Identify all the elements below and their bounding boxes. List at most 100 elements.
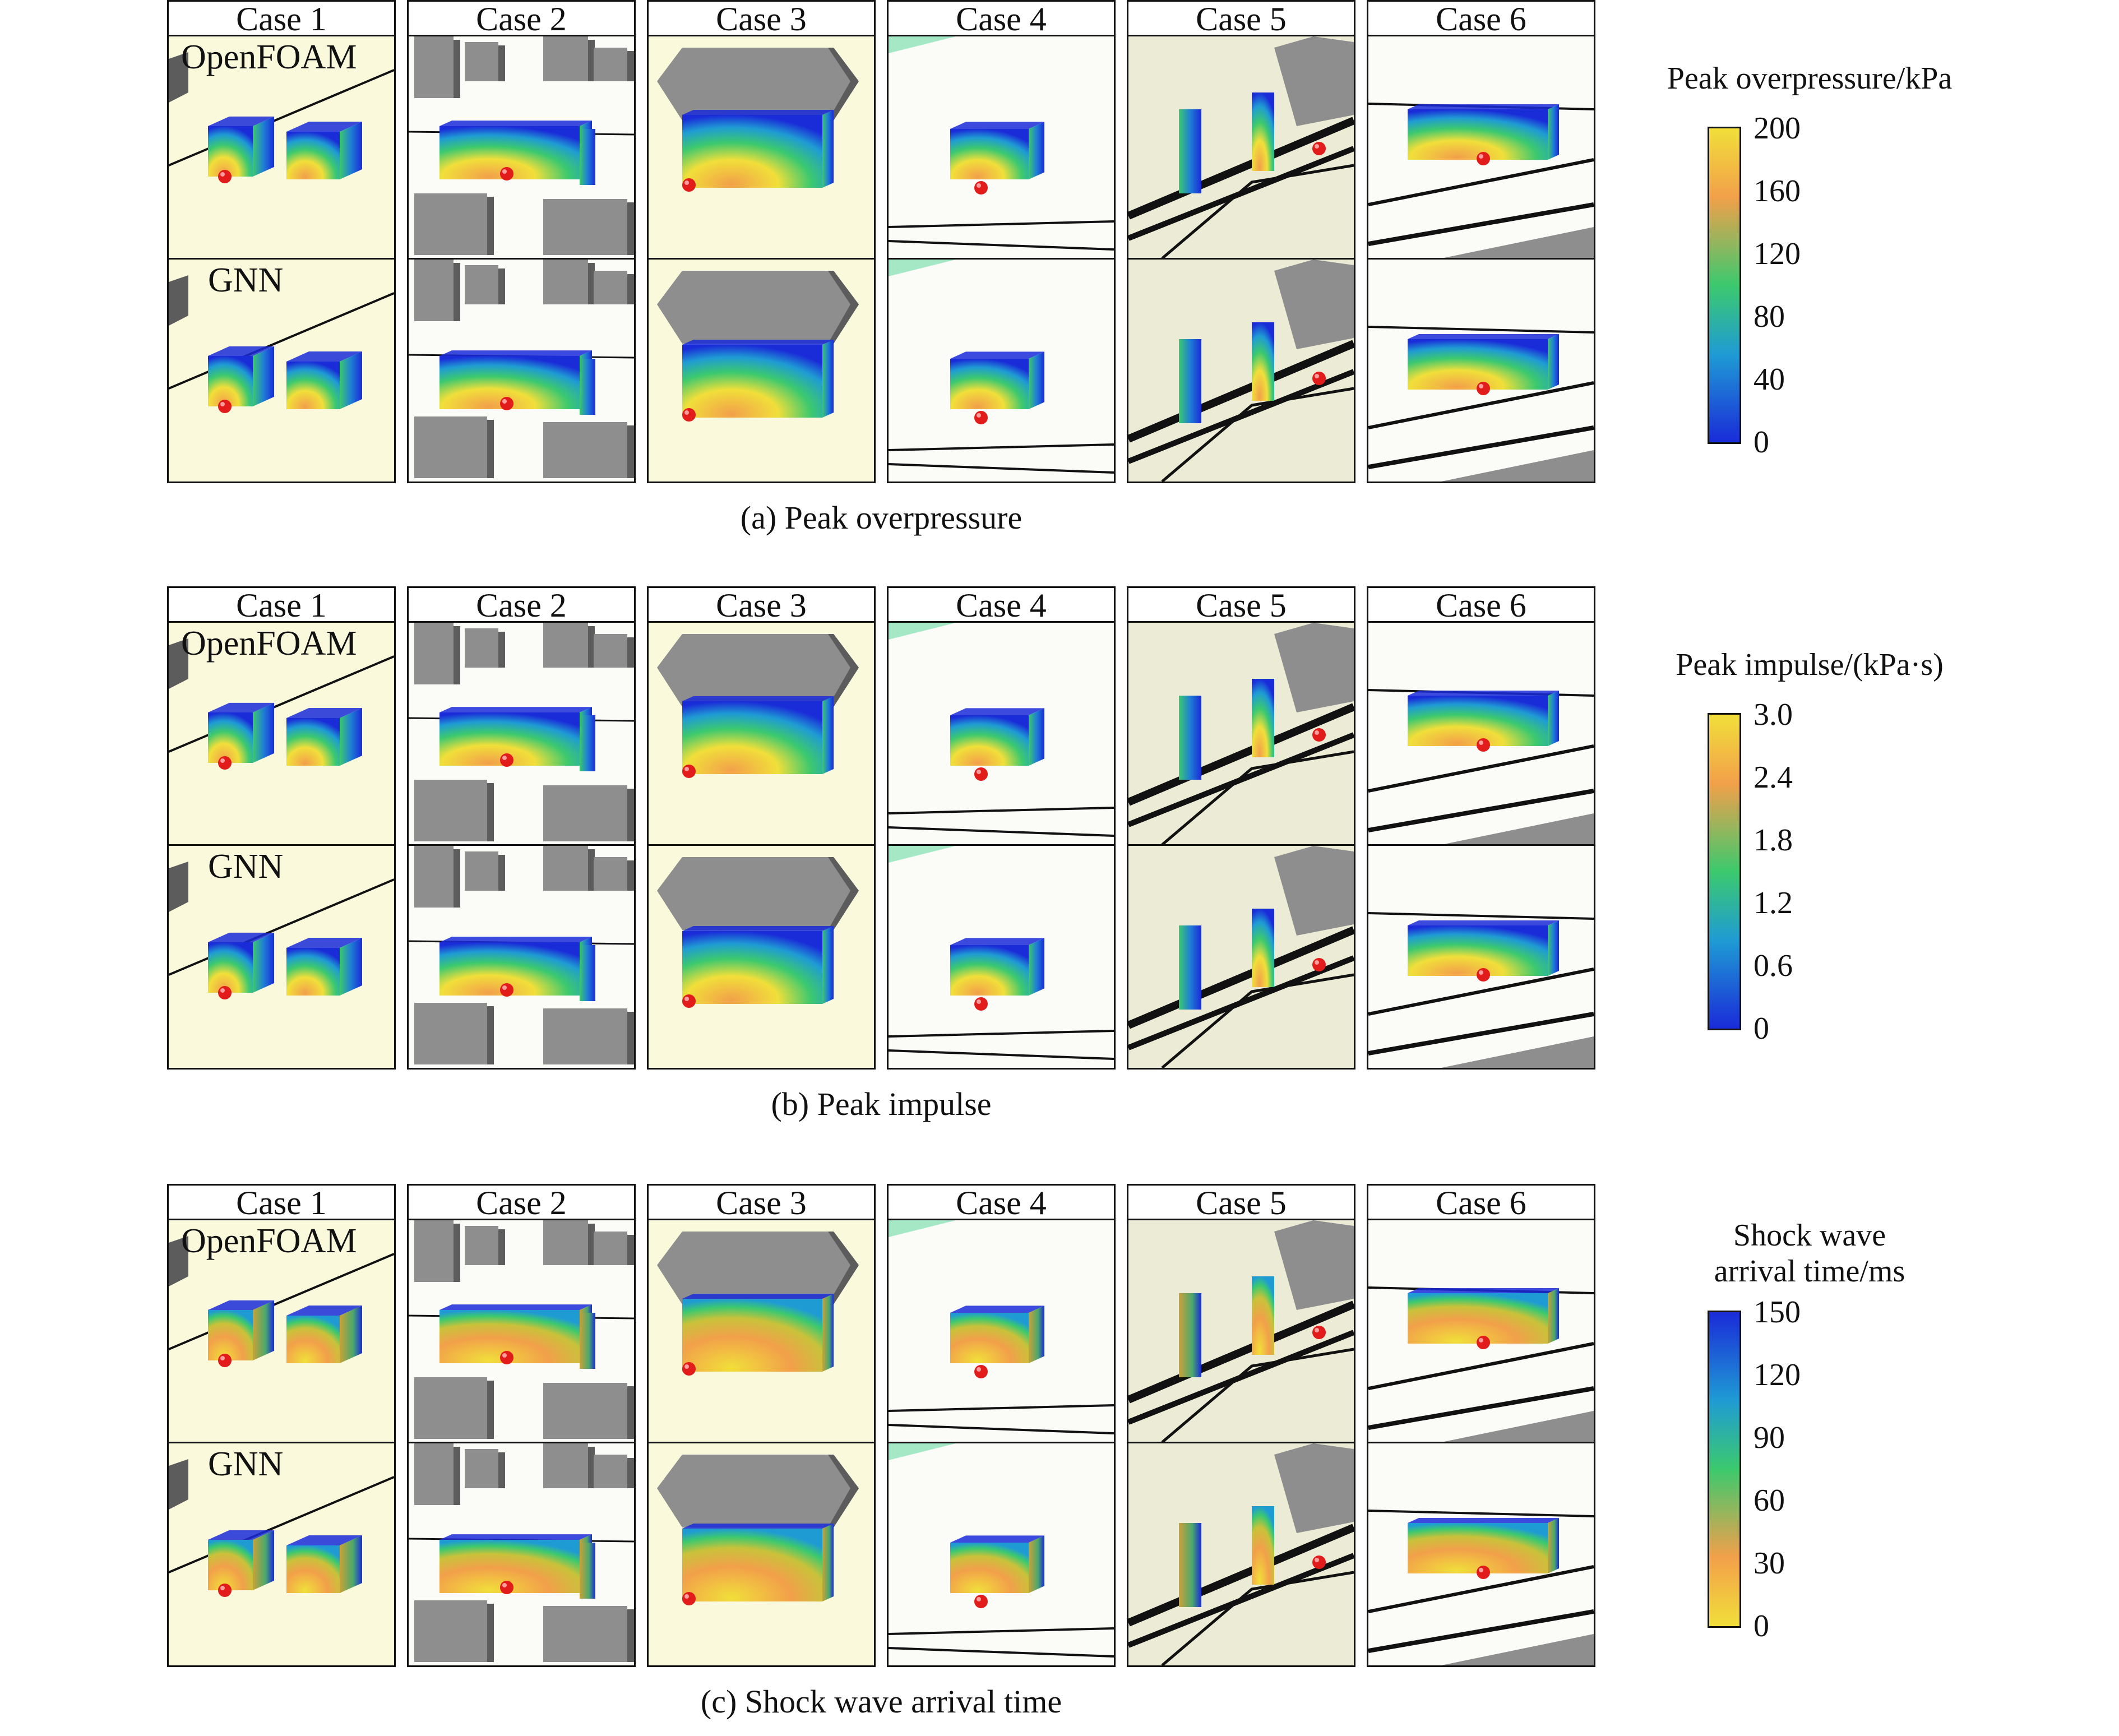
openfoam-result-case-6 xyxy=(1367,1219,1595,1444)
colorbar-ramp xyxy=(1709,128,1739,442)
gnn-result-case-6 xyxy=(1367,844,1595,1070)
gnn-result-case-2 xyxy=(407,844,636,1070)
colorbar-tick: 200 xyxy=(1754,111,1801,146)
case-header: Case 3 xyxy=(647,586,876,623)
openfoam-result-case-1: OpenFOAM xyxy=(167,621,396,846)
column-case-6: Case 6 xyxy=(1367,586,1597,1074)
case-header: Case 2 xyxy=(407,1184,636,1220)
row-label-openfoam: OpenFOAM xyxy=(181,624,357,663)
colorbar-tick: 1.2 xyxy=(1754,886,1793,920)
colorbar-tick: 0 xyxy=(1754,1011,1769,1046)
column-case-2: Case 2 xyxy=(407,1184,637,1672)
column-case-2: Case 2 xyxy=(407,0,637,488)
gnn-result-case-5 xyxy=(1127,258,1355,483)
gnn-result-case-6 xyxy=(1367,258,1595,483)
case-header: Case 6 xyxy=(1367,1184,1595,1220)
colorbar-title: Peak impulse/(kPa·s) xyxy=(1676,647,1944,682)
openfoam-result-case-3 xyxy=(647,35,876,260)
case-grid: Case 1 OpenFOAM GNN Case 2 Case 3 Case 4… xyxy=(167,0,1595,488)
column-case-3: Case 3 xyxy=(647,0,877,488)
row-label-gnn: GNN xyxy=(208,1445,284,1483)
colorbar-tick: 0.6 xyxy=(1754,948,1793,983)
column-case-5: Case 5 xyxy=(1127,0,1357,488)
colorbar-tick: 60 xyxy=(1754,1483,1785,1518)
column-case-3: Case 3 xyxy=(647,1184,877,1672)
panel-peak-overpressure: Case 1 OpenFOAM GNN Case 2 Case 3 Case 4… xyxy=(167,0,2017,536)
colorbar-ramp xyxy=(1709,715,1739,1029)
openfoam-result-case-6 xyxy=(1367,35,1595,260)
column-case-4: Case 4 xyxy=(887,1184,1117,1672)
colorbar-tick: 0 xyxy=(1754,425,1769,460)
column-case-1: Case 1 OpenFOAM GNN xyxy=(167,586,397,1074)
colorbar-ramp xyxy=(1709,1312,1739,1626)
colorbar-title-line: arrival time/ms xyxy=(1714,1254,1905,1289)
openfoam-result-case-5 xyxy=(1127,621,1355,846)
colorbar-tick: 150 xyxy=(1754,1295,1801,1330)
gnn-result-case-2 xyxy=(407,258,636,483)
panel-caption: (b) Peak impulse xyxy=(771,1086,992,1122)
case-header: Case 4 xyxy=(887,0,1116,36)
case-header: Case 3 xyxy=(647,0,876,36)
openfoam-result-case-2 xyxy=(407,1219,636,1444)
colorbar-tick: 120 xyxy=(1754,1358,1801,1392)
panel-caption: (a) Peak overpressure xyxy=(740,499,1023,536)
column-case-5: Case 5 xyxy=(1127,1184,1357,1672)
gnn-result-case-6 xyxy=(1367,1442,1595,1667)
case-grid: Case 1 OpenFOAM GNN Case 2 Case 3 Case 4… xyxy=(167,1184,1595,1672)
colorbar-tick: 120 xyxy=(1754,237,1801,271)
gnn-result-case-5 xyxy=(1127,1442,1355,1667)
colorbar-tick: 0 xyxy=(1754,1609,1769,1644)
openfoam-result-case-5 xyxy=(1127,1219,1355,1444)
openfoam-result-case-5 xyxy=(1127,35,1355,260)
case-header: Case 2 xyxy=(407,0,636,36)
colorbar-ticks: 150 120 90 60 30 0 xyxy=(1754,1297,1866,1642)
panel-peak-impulse: Case 1 OpenFOAM GNN Case 2 Case 3 Case 4… xyxy=(167,586,2017,1122)
case-header: Case 2 xyxy=(407,586,636,623)
gnn-result-case-4 xyxy=(887,844,1116,1070)
column-case-6: Case 6 xyxy=(1367,0,1597,488)
case-header: Case 1 xyxy=(167,586,396,623)
case-header: Case 5 xyxy=(1127,1184,1355,1220)
colorbar-tick: 80 xyxy=(1754,299,1785,334)
case-header: Case 4 xyxy=(887,1184,1116,1220)
column-case-1: Case 1 OpenFOAM GNN xyxy=(167,0,397,488)
case-header: Case 1 xyxy=(167,0,396,36)
gnn-result-case-4 xyxy=(887,258,1116,483)
openfoam-result-case-4 xyxy=(887,35,1116,260)
panel-shock-wave-arrival-time: Case 1 OpenFOAM GNN Case 2 Case 3 Case 4… xyxy=(167,1184,2017,1720)
gnn-result-case-2 xyxy=(407,1442,636,1667)
colorbar-tick: 90 xyxy=(1754,1420,1785,1455)
row-label-openfoam: OpenFOAM xyxy=(181,38,357,76)
case-header: Case 6 xyxy=(1367,586,1595,623)
gnn-result-case-3 xyxy=(647,258,876,483)
gnn-result-case-3 xyxy=(647,1442,876,1667)
colorbar-ticks: 200 160 120 80 40 0 xyxy=(1754,113,1866,458)
colorbar-title: Shock wave arrival time/ms xyxy=(1602,1217,2017,1290)
case-header: Case 6 xyxy=(1367,0,1595,36)
case-header: Case 5 xyxy=(1127,586,1355,623)
column-case-4: Case 4 xyxy=(887,586,1117,1074)
colorbar xyxy=(1708,127,1741,444)
openfoam-result-case-3 xyxy=(647,1219,876,1444)
colorbar-tick: 160 xyxy=(1754,174,1801,209)
colorbar-title: Peak overpressure/kPa xyxy=(1667,61,1953,96)
column-case-2: Case 2 xyxy=(407,586,637,1074)
colorbar-tick: 30 xyxy=(1754,1546,1785,1581)
case-header: Case 4 xyxy=(887,586,1116,623)
openfoam-result-case-1: OpenFOAM xyxy=(167,35,396,260)
openfoam-result-case-6 xyxy=(1367,621,1595,846)
colorbar-tick: 2.4 xyxy=(1754,760,1793,795)
openfoam-result-case-4 xyxy=(887,1219,1116,1444)
case-header: Case 3 xyxy=(647,1184,876,1220)
openfoam-result-case-2 xyxy=(407,35,636,260)
row-label-gnn: GNN xyxy=(208,261,284,299)
case-header: Case 5 xyxy=(1127,0,1355,36)
gnn-result-case-4 xyxy=(887,1442,1116,1667)
gnn-result-case-1: GNN xyxy=(167,1442,396,1667)
openfoam-result-case-2 xyxy=(407,621,636,846)
colorbar-tick: 40 xyxy=(1754,362,1785,397)
colorbar-title-line: Shock wave xyxy=(1733,1218,1886,1253)
colorbar xyxy=(1708,713,1741,1030)
case-header: Case 1 xyxy=(167,1184,396,1220)
panel-caption: (c) Shock wave arrival time xyxy=(700,1683,1062,1720)
